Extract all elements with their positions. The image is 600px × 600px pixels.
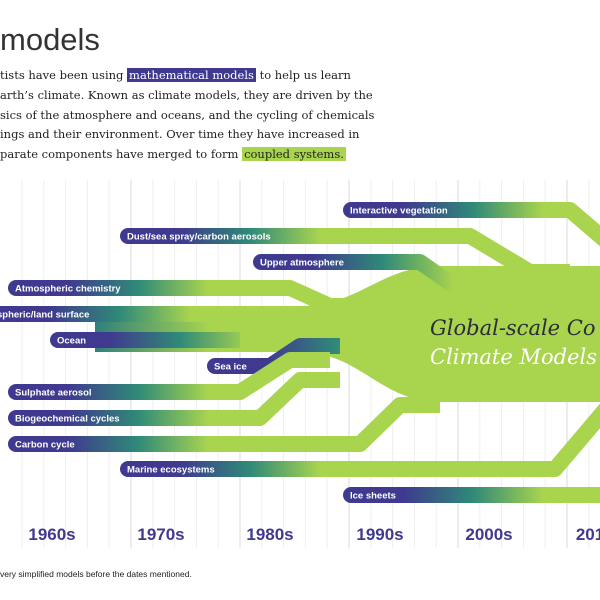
text: parate components have merged to form (0, 147, 243, 162)
component-pill (50, 332, 80, 348)
component-pill (120, 228, 150, 244)
highlight: coupled systems. (242, 147, 346, 162)
decade-label: 1960s (28, 525, 75, 544)
component-band (351, 202, 600, 247)
component-label: Upper atmosphere (260, 258, 344, 269)
component-band (261, 254, 500, 298)
highlight: mathematical models (127, 68, 256, 82)
component-band (16, 372, 340, 426)
component-label: Sea ice (214, 362, 247, 373)
component-label: Ice sheets (350, 491, 396, 502)
intro-line: tists have been using mathematical model… (0, 66, 374, 86)
component-label: Marine ecosystems (127, 465, 215, 476)
component-pill (120, 461, 150, 477)
intro-line: sics of the atmosphere and oceans, and t… (0, 107, 375, 122)
decade-label: 1970s (137, 525, 184, 544)
text: tists have been using (0, 68, 128, 82)
component-pill (8, 280, 38, 296)
text: to help us learn (255, 68, 351, 82)
component-band (128, 403, 600, 477)
component-pill (207, 358, 237, 374)
title: models (0, 22, 100, 57)
component-band (16, 397, 440, 452)
footnote: very simplified models before the dates … (0, 569, 192, 579)
decade-label: 1990s (356, 525, 403, 544)
component-pill (0, 306, 20, 322)
component-label: Dust/sea spray/carbon aerosols (127, 232, 271, 243)
component-band (16, 352, 330, 400)
decade-label: 2000s (465, 525, 512, 544)
intro-line: arth’s climate. Known as climate models,… (0, 87, 373, 102)
component-bands: Interactive vegetation Dust/sea spray/car… (0, 202, 600, 503)
intro-line: ings and their environment. Over time th… (0, 127, 360, 142)
component-label: Sulphate aerosol (15, 388, 92, 399)
component-pill (343, 202, 373, 218)
component-pill (253, 254, 283, 270)
merged-model-shape (95, 266, 600, 402)
component-band (128, 228, 570, 280)
component-label: Biogeochemical cycles (15, 414, 120, 425)
component-label: spheric/land surface (0, 310, 89, 321)
decade-label: 201 (576, 525, 600, 544)
component-pill (343, 487, 373, 503)
component-pill (8, 384, 38, 400)
component-pill (8, 436, 38, 452)
decade-label: 1980s (246, 525, 293, 544)
intro-text: tists have been using mathematical model… (0, 66, 374, 165)
component-label: Interactive vegetation (350, 206, 448, 217)
component-label: Atmospheric chemistry (15, 284, 121, 295)
component-pill (8, 410, 38, 426)
center-subtitle: Climate Models (430, 345, 597, 369)
component-band (16, 280, 370, 314)
center-title: Global-scale Co (430, 316, 596, 340)
component-label: Carbon cycle (15, 440, 75, 451)
intro-line: parate components have merged to form co… (0, 145, 374, 165)
decade-labels: 1960s 1970s 1980s 1990s 2000s 201 (28, 525, 600, 544)
component-label: Ocean (57, 336, 86, 347)
